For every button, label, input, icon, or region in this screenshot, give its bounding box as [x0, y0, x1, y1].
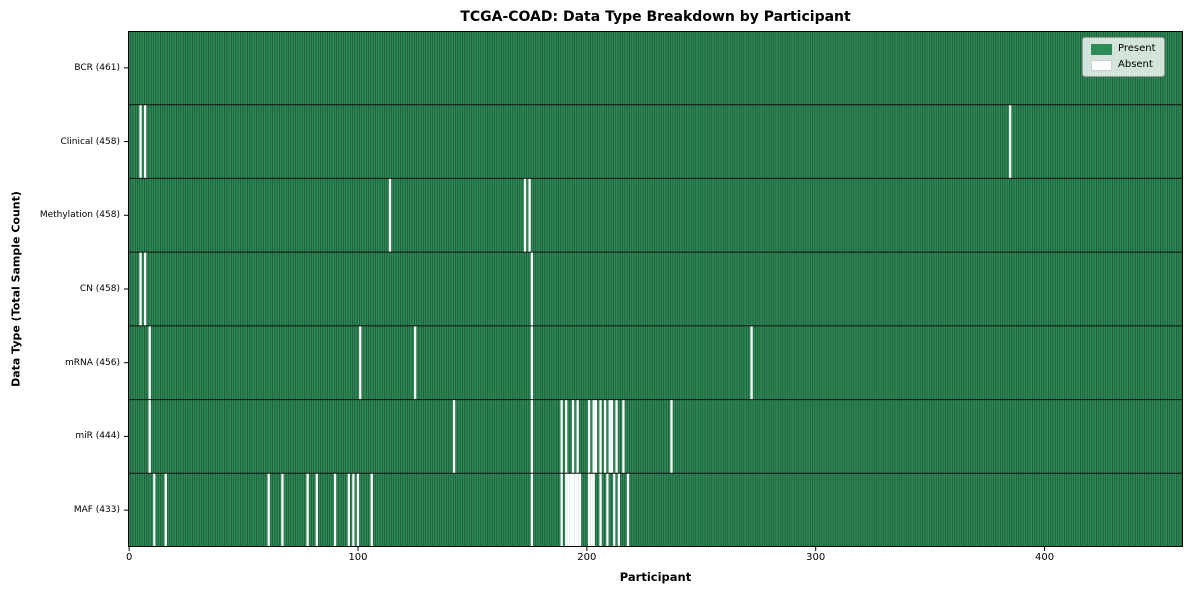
- present-swatch-icon: [1091, 43, 1112, 55]
- y-tick-label: Methylation (458): [39, 210, 120, 221]
- legend: Present Absent: [1082, 37, 1165, 77]
- absent-swatch-icon: [1091, 59, 1112, 71]
- y-tick-label: BCR (461): [74, 62, 120, 73]
- y-tick-label: Clinical (458): [60, 136, 120, 147]
- x-tick-label: 100: [348, 552, 368, 563]
- y-tick-label: mRNA (456): [65, 357, 120, 368]
- x-tick-label: 400: [1034, 552, 1055, 563]
- chart-title: TCGA-COAD: Data Type Breakdown by Partic…: [460, 9, 851, 25]
- y-tick-label: CN (458): [79, 284, 120, 294]
- x-tick-label: 200: [577, 552, 597, 563]
- legend-present-label: Present: [1118, 43, 1156, 54]
- y-tick-label: MAF (433): [73, 505, 120, 516]
- x-axis-label: Participant: [619, 570, 692, 584]
- legend-item-absent: Absent: [1091, 59, 1156, 71]
- heatmap-svg: [124, 31, 1183, 551]
- y-tick-label: miR (444): [75, 431, 120, 442]
- x-tick-label: 0: [125, 552, 133, 563]
- legend-item-present: Present: [1091, 43, 1156, 55]
- x-tick-label: 300: [806, 552, 826, 563]
- legend-absent-label: Absent: [1118, 59, 1153, 70]
